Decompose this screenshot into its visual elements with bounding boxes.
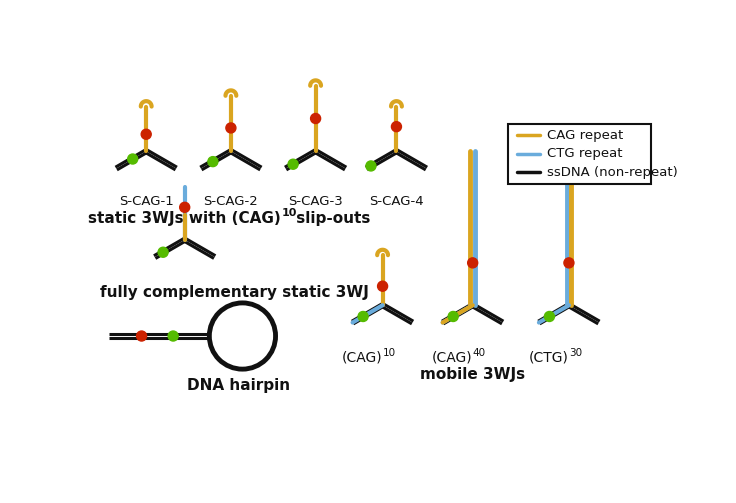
Circle shape bbox=[392, 122, 401, 132]
Circle shape bbox=[366, 161, 376, 171]
Text: CTG repeat: CTG repeat bbox=[547, 147, 622, 160]
Circle shape bbox=[226, 123, 236, 133]
Text: (CAG): (CAG) bbox=[342, 351, 383, 365]
Text: S-CAG-3: S-CAG-3 bbox=[289, 195, 343, 208]
Text: 10: 10 bbox=[282, 208, 297, 218]
Circle shape bbox=[545, 311, 554, 321]
Circle shape bbox=[137, 331, 146, 341]
Circle shape bbox=[448, 311, 459, 321]
Text: S-CAG-4: S-CAG-4 bbox=[369, 195, 424, 208]
Text: static 3WJs with (CAG): static 3WJs with (CAG) bbox=[88, 211, 281, 225]
Text: ssDNA (non-repeat): ssDNA (non-repeat) bbox=[547, 165, 677, 179]
Text: slip-outs: slip-outs bbox=[291, 211, 370, 225]
Circle shape bbox=[158, 247, 168, 257]
Circle shape bbox=[378, 281, 388, 291]
Circle shape bbox=[208, 156, 218, 166]
Circle shape bbox=[564, 258, 574, 268]
Text: S-CAG-1: S-CAG-1 bbox=[118, 195, 174, 208]
Text: (CAG): (CAG) bbox=[432, 351, 473, 365]
Text: 10: 10 bbox=[383, 349, 396, 358]
Text: 40: 40 bbox=[473, 349, 486, 358]
Text: (CTG): (CTG) bbox=[529, 351, 569, 365]
Circle shape bbox=[311, 114, 321, 124]
Circle shape bbox=[141, 129, 151, 139]
Circle shape bbox=[358, 311, 368, 321]
Circle shape bbox=[467, 258, 478, 268]
Text: mobile 3WJs: mobile 3WJs bbox=[420, 367, 526, 382]
Text: 30: 30 bbox=[569, 349, 582, 358]
Text: DNA hairpin: DNA hairpin bbox=[187, 378, 290, 393]
Circle shape bbox=[127, 154, 138, 164]
Circle shape bbox=[180, 202, 190, 212]
FancyBboxPatch shape bbox=[508, 124, 651, 184]
Text: CAG repeat: CAG repeat bbox=[547, 129, 623, 141]
Text: S-CAG-2: S-CAG-2 bbox=[204, 195, 258, 208]
Circle shape bbox=[288, 159, 298, 169]
Circle shape bbox=[168, 331, 178, 341]
Text: fully complementary static 3WJ: fully complementary static 3WJ bbox=[100, 285, 369, 300]
